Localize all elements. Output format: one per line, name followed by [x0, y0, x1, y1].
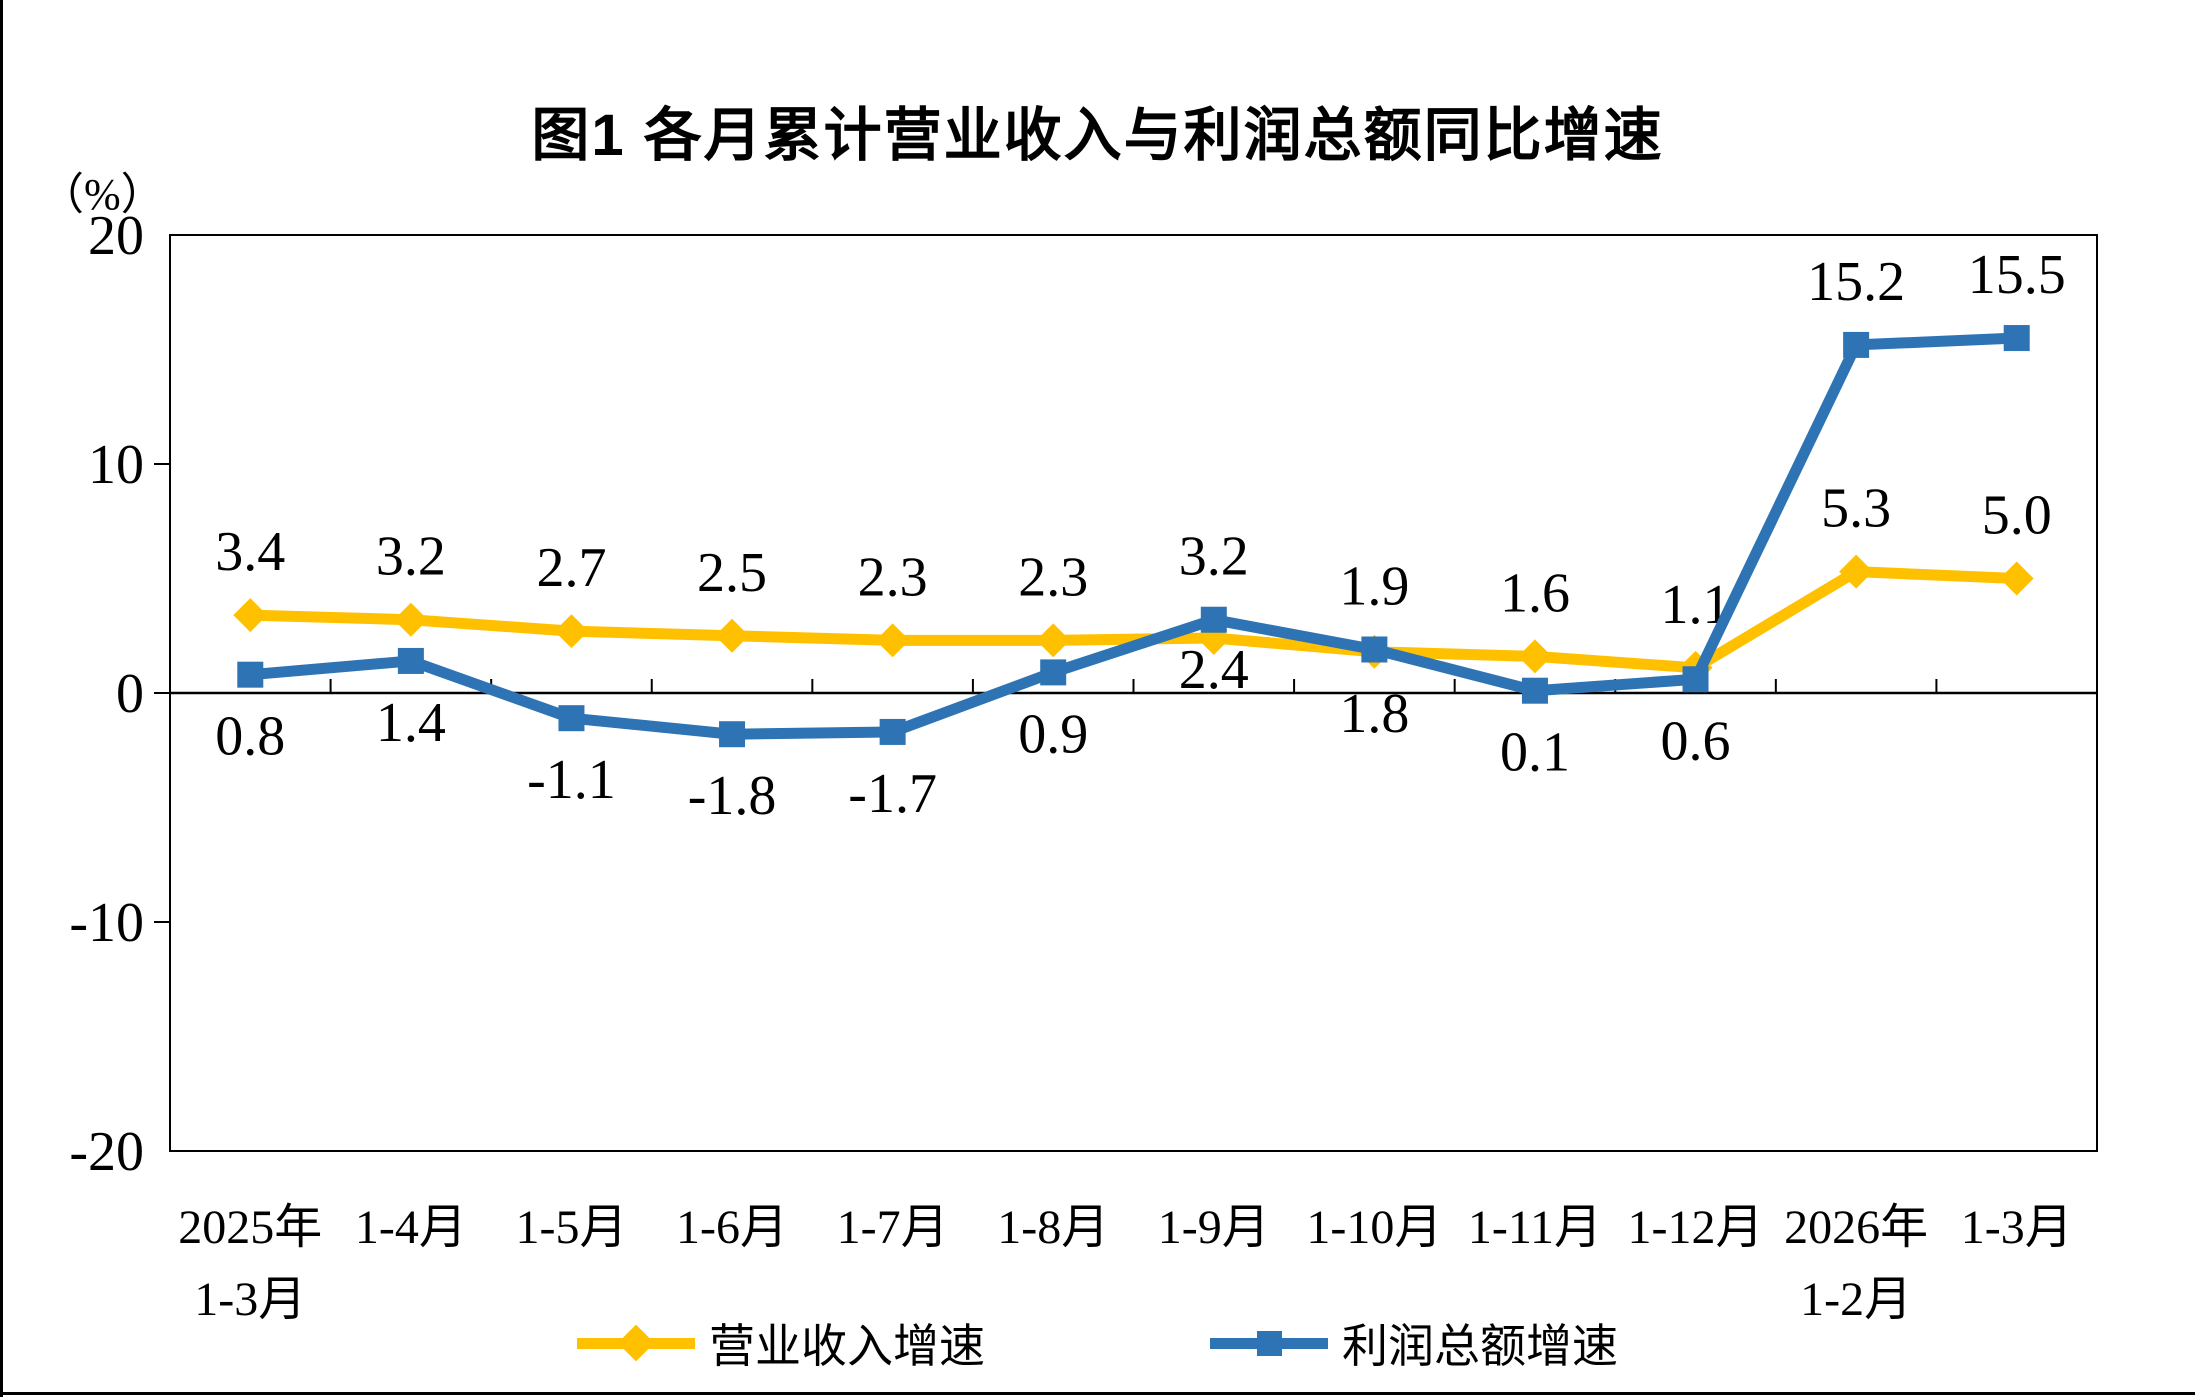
- revenue-data-label: 3.2: [376, 526, 446, 588]
- revenue-data-label: 5.0: [1982, 485, 2052, 547]
- revenue-data-label: 1.6: [1500, 562, 1570, 624]
- x-axis-label: 1-11月: [1468, 1201, 1602, 1254]
- profit-marker: [719, 721, 746, 748]
- revenue-marker: [554, 614, 589, 649]
- profit-line: [249, 332, 2017, 740]
- profit-marker: [397, 647, 424, 674]
- y-axis-tick-label: 20: [88, 205, 144, 267]
- revenue-data-label: 2.7: [536, 537, 606, 599]
- profit-marker: [1200, 606, 1227, 633]
- x-axis-label: 1-9月: [1158, 1201, 1270, 1254]
- profit-data-label: 15.5: [1968, 244, 2066, 306]
- revenue-data-label: 2.4: [1179, 639, 1249, 701]
- profit-legend-label: 利润总额增速: [1342, 1321, 1618, 1372]
- revenue-legend-label: 营业收入增速: [709, 1321, 985, 1372]
- profit-data-label: -1.8: [688, 765, 777, 827]
- x-axis-label: 1-7月: [837, 1201, 949, 1254]
- revenue-marker: [715, 618, 750, 653]
- profit-data-label: 3.2: [1179, 526, 1249, 588]
- revenue-data-label: 5.3: [1821, 478, 1891, 540]
- revenue-legend-symbol: [577, 1323, 695, 1363]
- revenue-marker: [1517, 639, 1552, 674]
- profit-marker: [879, 718, 906, 745]
- profit-data-label: -1.1: [527, 749, 616, 811]
- page-border-bottom: [0, 1392, 2195, 1395]
- profit-data-label: -1.7: [848, 763, 937, 825]
- profit-square-icon: [1257, 1331, 1282, 1356]
- profit-data-label: 0.1: [1500, 722, 1570, 784]
- revenue-data-label: 2.3: [858, 546, 928, 608]
- profit-data-label: 0.9: [1018, 703, 1088, 765]
- revenue-marker: [875, 623, 910, 658]
- profit-data-label: 1.9: [1339, 555, 1409, 617]
- x-axis-label: 1-8月: [997, 1201, 1109, 1254]
- y-axis-tick-label: -20: [69, 1121, 144, 1183]
- x-axis-label: 1-3月: [1961, 1201, 2073, 1254]
- profit-marker: [1843, 331, 1870, 358]
- profit-data-label: 1.4: [376, 692, 446, 754]
- revenue-data-label: 2.3: [1018, 546, 1088, 608]
- y-axis-tick-label: 10: [88, 434, 144, 496]
- y-axis-unit-label: （%）: [40, 170, 165, 219]
- revenue-diamond-icon: [617, 1324, 655, 1362]
- profit-marker: [558, 705, 585, 732]
- profit-legend-symbol: [1210, 1323, 1328, 1363]
- profit-data-label: 0.8: [215, 706, 285, 768]
- x-axis-label: 1-12月: [1628, 1201, 1764, 1254]
- profit-marker: [237, 661, 264, 688]
- revenue-marker: [1839, 554, 1874, 589]
- profit-data-label: 0.6: [1661, 710, 1731, 772]
- page-border-left: [0, 0, 3, 1397]
- legend-item-revenue: 营业收入增速: [577, 1310, 985, 1376]
- chart-legend: 营业收入增速 利润总额增速: [0, 1308, 2195, 1378]
- profit-marker: [1521, 677, 1548, 704]
- x-axis-label: 1-5月: [515, 1201, 627, 1254]
- revenue-marker: [1036, 623, 1071, 658]
- profit-marker: [1361, 636, 1388, 663]
- x-axis-label: 1-6月: [676, 1201, 788, 1254]
- revenue-data-label: 1.8: [1339, 683, 1409, 745]
- x-axis-label: 1-4月: [355, 1201, 467, 1254]
- revenue-line: [250, 566, 2017, 674]
- y-axis-tick-label: 0: [116, 663, 144, 725]
- x-axis-label: 1-10月: [1306, 1201, 1442, 1254]
- x-axis-label: 2026年 1-2月: [1784, 1201, 1928, 1326]
- revenue-marker: [1999, 561, 2034, 596]
- x-axis-label: 2025年 1-3月: [178, 1201, 322, 1326]
- legend-item-profit: 利润总额增速: [1210, 1310, 1618, 1376]
- revenue-marker: [393, 602, 428, 637]
- y-axis-tick-label: -10: [69, 892, 144, 954]
- profit-marker: [1040, 659, 1067, 686]
- profit-marker: [1682, 666, 1709, 693]
- chart-title: 图1 各月累计营业收入与利润总额同比增速: [531, 103, 1664, 168]
- profit-data-label: 15.2: [1807, 251, 1905, 313]
- revenue-data-label: 3.4: [215, 521, 285, 583]
- profit-marker: [2003, 325, 2030, 352]
- revenue-marker: [233, 598, 268, 633]
- revenue-data-label: 2.5: [697, 542, 767, 604]
